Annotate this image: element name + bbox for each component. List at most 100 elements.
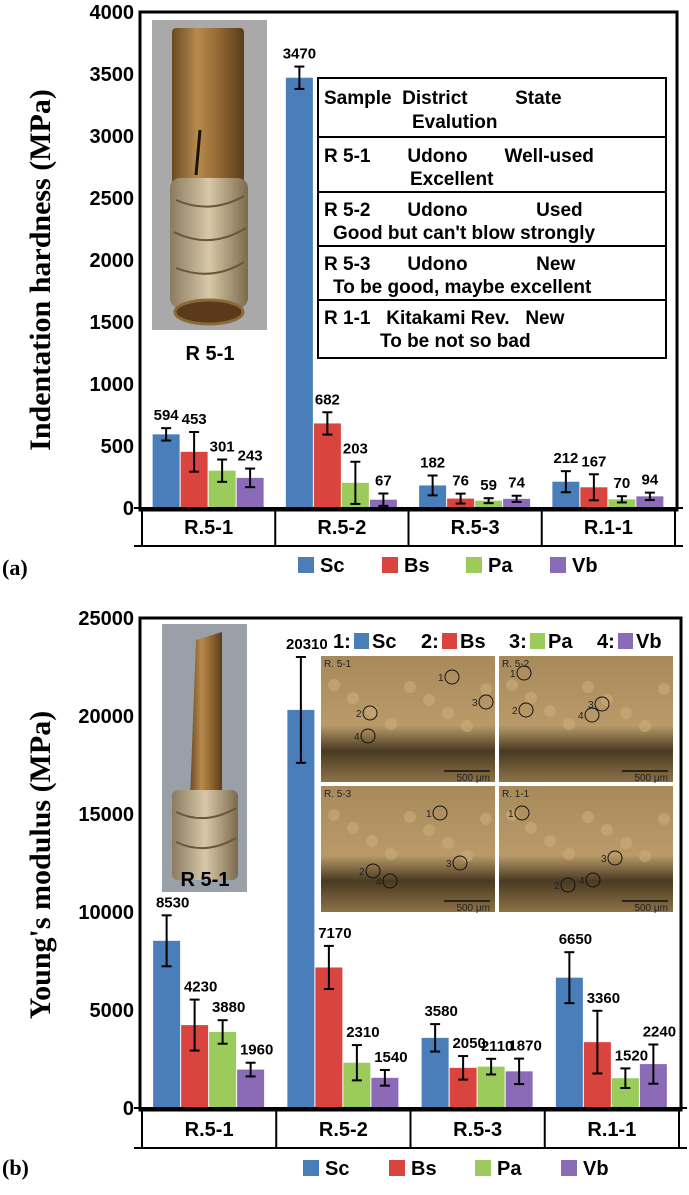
- error-bar: [648, 1043, 659, 1085]
- data-label: 3360: [587, 990, 620, 1007]
- indent-mark-circle: [362, 705, 378, 721]
- data-label: 1870: [508, 1038, 541, 1055]
- error-bar: [161, 427, 172, 442]
- data-label: 7170: [318, 925, 351, 942]
- indent-mark-number: 1: [510, 669, 516, 680]
- table-header-1: Sample District State: [324, 88, 562, 109]
- error-bar: [295, 656, 306, 764]
- micro-legend-label: Pa: [548, 631, 573, 653]
- data-label: 74: [508, 475, 525, 492]
- y-tick-label: 2000: [90, 250, 135, 272]
- data-label: 3470: [283, 46, 316, 63]
- micro-legend-label: Bs: [460, 631, 486, 653]
- y-axis-label: Indentation hardness (MPa): [24, 89, 57, 451]
- scale-bar-label: 500 μm: [456, 903, 490, 914]
- scale-bar-label: 500 μm: [456, 773, 490, 784]
- indent-mark-circle: [607, 850, 623, 866]
- y-tick-label: 20000: [78, 706, 134, 728]
- photo-caption: R 5-1: [181, 869, 230, 891]
- legend-label: Sc: [325, 1158, 349, 1180]
- error-bar: [217, 1019, 228, 1045]
- indent-mark-number: 2: [359, 867, 365, 878]
- micro-legend-item: 2: Bs: [421, 631, 486, 653]
- legend-label: Pa: [497, 1158, 522, 1180]
- indent-mark-circle: [518, 702, 534, 718]
- indent-mark-number: 4: [579, 876, 585, 887]
- data-label: 1540: [374, 1049, 407, 1066]
- y-tick-label: 2500: [90, 188, 135, 210]
- error-bar: [189, 998, 200, 1052]
- error-bar: [486, 1057, 497, 1076]
- indent-mark-circle: [444, 669, 460, 685]
- legend-label: Bs: [411, 1158, 437, 1180]
- legend-swatch: [298, 557, 314, 573]
- sample-table: Sample District State Evalution R 5-1 Ud…: [317, 77, 667, 359]
- micrograph: R. 5-3 1 3 24 500 μm: [319, 784, 497, 914]
- error-bar: [161, 914, 172, 968]
- data-label: 453: [182, 411, 207, 428]
- indent-mark-number: 2: [554, 881, 560, 892]
- legend-item-pa: Pa: [475, 1158, 522, 1180]
- legend-swatch: [550, 557, 566, 573]
- category-axis: R.5-1 R.5-2 R.5-3 R.1-1: [134, 1107, 687, 1149]
- table-row-1a: R 5-1 Udono Well-used: [324, 146, 594, 167]
- indent-mark-circle: [594, 696, 610, 712]
- micro-legend-label: Vb: [636, 631, 662, 653]
- y-tick-label: 3000: [90, 126, 135, 148]
- error-bar: [458, 1055, 469, 1081]
- error-bar: [322, 411, 333, 436]
- indent-mark-number: 4: [578, 711, 584, 722]
- data-label: 94: [642, 472, 659, 489]
- error-bar: [592, 1009, 603, 1075]
- indent-mark-circle: [478, 694, 494, 710]
- indent-mark-circle: [360, 728, 376, 744]
- data-label: 2310: [346, 1024, 379, 1041]
- indent-mark-number: 1: [426, 809, 432, 820]
- bar-vb: [503, 498, 531, 508]
- micro-legend-number: 1:: [333, 631, 351, 653]
- error-bar: [245, 467, 256, 489]
- indent-mark-circle: [452, 855, 468, 871]
- indent-mark-number: 3: [601, 854, 607, 865]
- table-row-4a: R 1-1 Kitakami Rev. New: [324, 308, 565, 329]
- data-label: 3580: [424, 1003, 457, 1020]
- y-tick-label: 15000: [78, 804, 134, 826]
- data-label: 1520: [615, 1047, 648, 1064]
- indent-mark-number: 2: [356, 709, 362, 720]
- y-tick-label: 25000: [78, 608, 134, 630]
- error-bar: [560, 470, 571, 494]
- legend-swatch: [475, 1160, 491, 1176]
- data-label: 594: [154, 407, 180, 424]
- legend-item-bs: Bs: [382, 555, 430, 577]
- legend-item-sc: Sc: [303, 1158, 349, 1180]
- bar-sc: [153, 940, 181, 1108]
- category-label: R.5-3: [453, 1119, 502, 1141]
- reed-photo: [152, 20, 267, 330]
- error-bar: [427, 474, 438, 497]
- indent-mark-circle: [514, 805, 530, 821]
- bar-bs: [315, 967, 343, 1108]
- panel-label: (b): [2, 1155, 29, 1180]
- data-label: 682: [315, 391, 340, 408]
- bar-sc: [419, 485, 447, 508]
- micrograph: R. 5-1 1 2 3 4 500 μm: [319, 654, 497, 784]
- category-label: R.1-1: [587, 1119, 636, 1141]
- y-tick-label: 5000: [90, 1000, 135, 1022]
- indent-mark-number: 3: [472, 698, 478, 709]
- legend-label: Bs: [404, 555, 430, 577]
- indent-mark-number: 3: [446, 859, 452, 870]
- data-label: 167: [581, 453, 606, 470]
- category-label: R.5-1: [184, 517, 233, 539]
- category-label: R.5-2: [319, 1119, 368, 1141]
- indent-mark-number: 2: [512, 706, 518, 717]
- y-tick-label: 1000: [90, 374, 135, 396]
- data-label: 67: [375, 472, 392, 489]
- bar-sc: [285, 77, 313, 508]
- panel-b: Young's modulus (MPa) 0 5000 10000 15000 200…: [2, 608, 687, 1180]
- indent-mark-circle: [585, 872, 601, 888]
- data-label: 3880: [212, 999, 245, 1016]
- table-row-3a: R 5-3 Udono New: [324, 254, 575, 275]
- error-bar: [514, 1057, 525, 1086]
- micro-legend-number: 3:: [509, 631, 527, 653]
- y-tick-labels: 0 5000 10000 15000 20000 25000: [78, 608, 134, 1120]
